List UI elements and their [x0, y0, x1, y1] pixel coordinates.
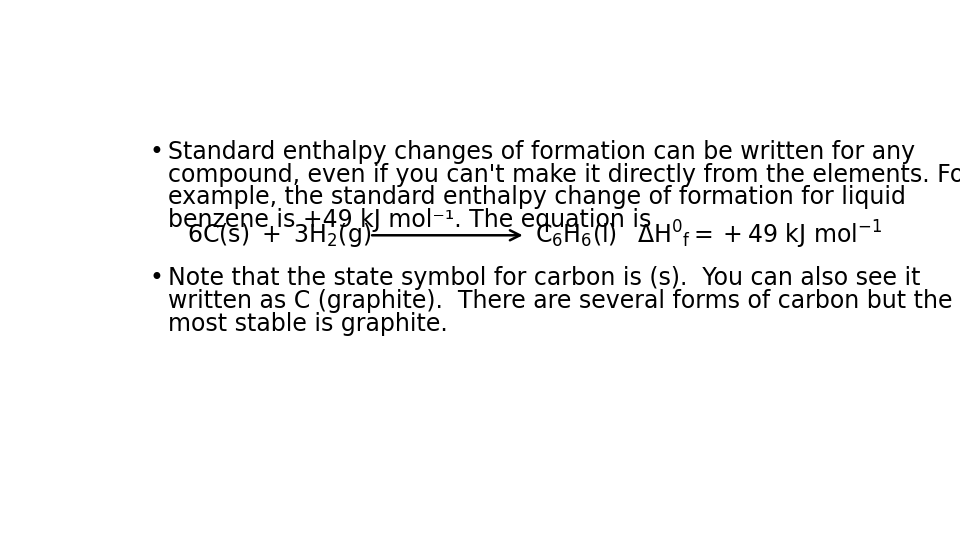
Text: •: •	[150, 266, 163, 291]
Text: $\mathregular{\Delta H^0{}_f = +49\ kJ\ mol^{-1}}$: $\mathregular{\Delta H^0{}_f = +49\ kJ\ …	[637, 219, 882, 252]
Text: Standard enthalpy changes of formation can be written for any: Standard enthalpy changes of formation c…	[168, 140, 916, 164]
Text: compound, even if you can't make it directly from the elements. For: compound, even if you can't make it dire…	[168, 163, 960, 186]
Text: $\mathregular{C_6H_6(l)}$: $\mathregular{C_6H_6(l)}$	[535, 222, 617, 249]
Text: Note that the state symbol for carbon is (s).  You can also see it: Note that the state symbol for carbon is…	[168, 266, 921, 291]
Text: example, the standard enthalpy change of formation for liquid: example, the standard enthalpy change of…	[168, 185, 906, 210]
Text: benzene is +49 kJ mol⁻¹. The equation is: benzene is +49 kJ mol⁻¹. The equation is	[168, 208, 652, 232]
Text: $\mathregular{6C(s)\ +\ 3H_2(g)}$: $\mathregular{6C(s)\ +\ 3H_2(g)}$	[187, 221, 372, 249]
Text: •: •	[150, 140, 163, 164]
Text: written as C (graphite).  There are several forms of carbon but the: written as C (graphite). There are sever…	[168, 289, 953, 313]
Text: most stable is graphite.: most stable is graphite.	[168, 312, 448, 336]
